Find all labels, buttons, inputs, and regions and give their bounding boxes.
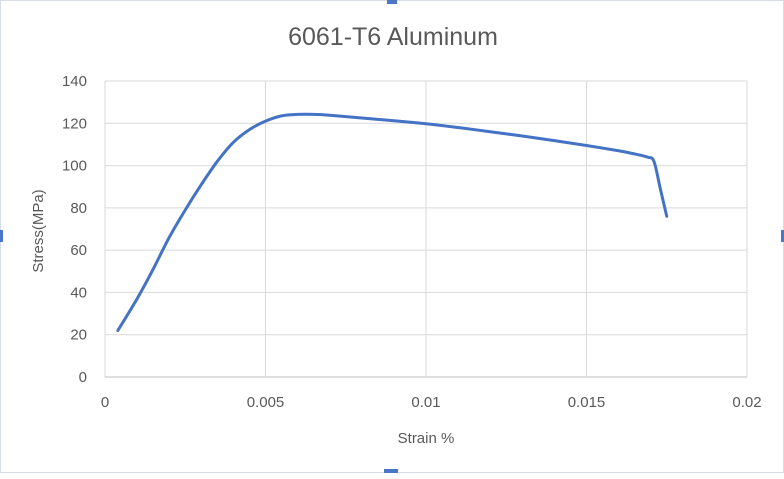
chart-title: 6061-T6 Aluminum [288, 23, 498, 51]
x-axis-label: Strain % [398, 430, 455, 447]
stress-strain-line [116, 112, 669, 332]
y-tick-label: 20 [70, 327, 87, 344]
y-tick-label: 120 [62, 115, 87, 132]
x-tick-label: 0.01 [411, 394, 440, 411]
tick-labels: 0 20 40 60 80 100 120 140 0 0.005 0.01 0.015 0.02 [62, 73, 762, 411]
x-tick-label: 0.005 [247, 394, 285, 411]
grid-lines [104, 80, 748, 378]
x-tick-label: 0 [101, 394, 109, 411]
y-tick-label: 40 [70, 284, 87, 301]
data-series [116, 112, 669, 332]
resize-handle-bottom[interactable] [384, 469, 398, 473]
x-tick-label: 0.015 [568, 394, 606, 411]
y-tick-label: 80 [70, 200, 87, 217]
y-tick-label: 100 [62, 158, 87, 175]
y-tick-label: 60 [70, 242, 87, 259]
resize-handle-top[interactable] [387, 0, 397, 4]
y-tick-label: 140 [62, 73, 87, 90]
resize-handle-left[interactable] [0, 230, 3, 242]
y-tick-label: 0 [79, 369, 87, 386]
resize-handle-right[interactable] [781, 230, 784, 242]
x-tick-label: 0.02 [732, 394, 761, 411]
y-axis-label: Stress(MPa) [30, 189, 47, 272]
